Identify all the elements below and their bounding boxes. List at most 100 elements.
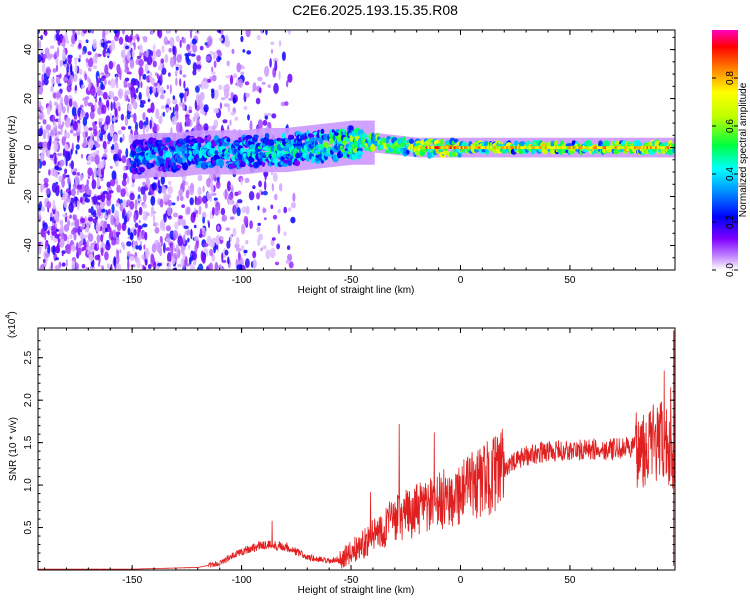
noise-blob [47,244,51,255]
noise-blob [78,58,81,63]
noise-blob [82,30,88,34]
noise-blob [198,263,204,270]
noise-blob [272,214,278,220]
noise-blob [67,236,70,245]
noise-blob [106,192,112,201]
noise-blob [150,206,155,214]
scale-factor-label: (x104) [5,311,18,338]
noise-blob [189,264,196,270]
noise-blob [208,221,210,229]
noise-blob [132,50,135,58]
noise-blob [109,230,114,239]
noise-blob [290,202,296,209]
noise-blob [55,216,60,223]
ridge-blob [235,141,239,145]
noise-blob [112,133,118,144]
noise-blob [105,100,110,108]
noise-blob [271,113,277,119]
noise-blob [44,47,50,55]
noise-blob [92,195,98,205]
noise-blob [240,177,243,186]
ridge-blob [253,134,259,139]
noise-blob [60,197,65,200]
noise-blob [128,125,132,130]
noise-blob [152,60,157,68]
noise-blob [138,91,142,100]
noise-blob [174,221,179,230]
noise-blob [61,250,66,255]
noise-blob [192,43,198,53]
noise-blob [165,30,172,34]
noise-blob [126,112,131,120]
noise-blob [94,97,98,103]
noise-blob [203,104,209,113]
noise-blob [209,211,212,220]
noise-blob [150,50,154,57]
noise-blob [108,80,111,86]
noise-blob [99,137,103,141]
noise-blob [121,241,125,248]
noise-blob [227,256,230,265]
noise-blob [116,184,121,193]
top-x-tick-label: 50 [564,275,576,286]
noise-blob [120,49,126,59]
scale-factor-exponent: 4 [5,315,12,319]
noise-blob [40,34,43,41]
noise-blob [107,263,110,269]
noise-blob [175,77,178,86]
noise-blob [100,81,104,90]
ridge-blob [635,142,643,147]
noise-blob [51,234,54,241]
noise-blob [39,264,45,270]
noise-blob [62,214,68,218]
noise-blob [48,169,51,176]
noise-blob [174,70,178,75]
noise-blob [165,247,171,252]
noise-blob [169,84,172,94]
noise-blob [88,189,92,195]
noise-blob [104,73,110,78]
noise-blob [220,236,224,241]
noise-blob [172,95,175,100]
top-x-tick-label: -50 [344,275,359,286]
noise-blob [270,247,276,259]
noise-blob [59,219,64,226]
noise-blob [126,175,130,184]
noise-blob [176,54,182,63]
noise-blob [57,117,62,127]
snr-series-line [38,330,675,570]
noise-blob [87,76,90,83]
noise-blob [211,71,216,75]
noise-blob [72,120,78,131]
noise-blob [94,57,98,64]
noise-blob [226,180,232,192]
noise-blob [172,230,179,240]
noise-blob [151,182,157,191]
noise-blob [99,132,103,140]
noise-blob [75,144,80,150]
noise-blob [215,244,219,250]
noise-blob [270,204,274,210]
noise-blob [109,165,113,169]
ridge-blob [199,138,205,144]
noise-blob [94,254,100,261]
noise-blob [195,85,200,93]
noise-blob [83,136,87,147]
noise-blob [110,101,113,111]
noise-blob [234,116,239,121]
noise-blob [262,245,267,250]
noise-blob [55,257,59,261]
noise-blob [114,108,118,118]
ridge-blob [319,137,323,146]
noise-blob [209,181,214,190]
noise-blob [195,93,201,104]
noise-blob [206,37,209,42]
noise-blob [217,225,220,231]
noise-blob [103,125,108,131]
noise-blob [87,154,92,162]
noise-blob [166,98,171,106]
noise-blob [151,243,157,253]
noise-blob [208,125,212,132]
noise-blob [111,143,115,150]
top-axes: -150 -100 -50 0 50 -40 -20 0 20 40 [23,30,675,286]
